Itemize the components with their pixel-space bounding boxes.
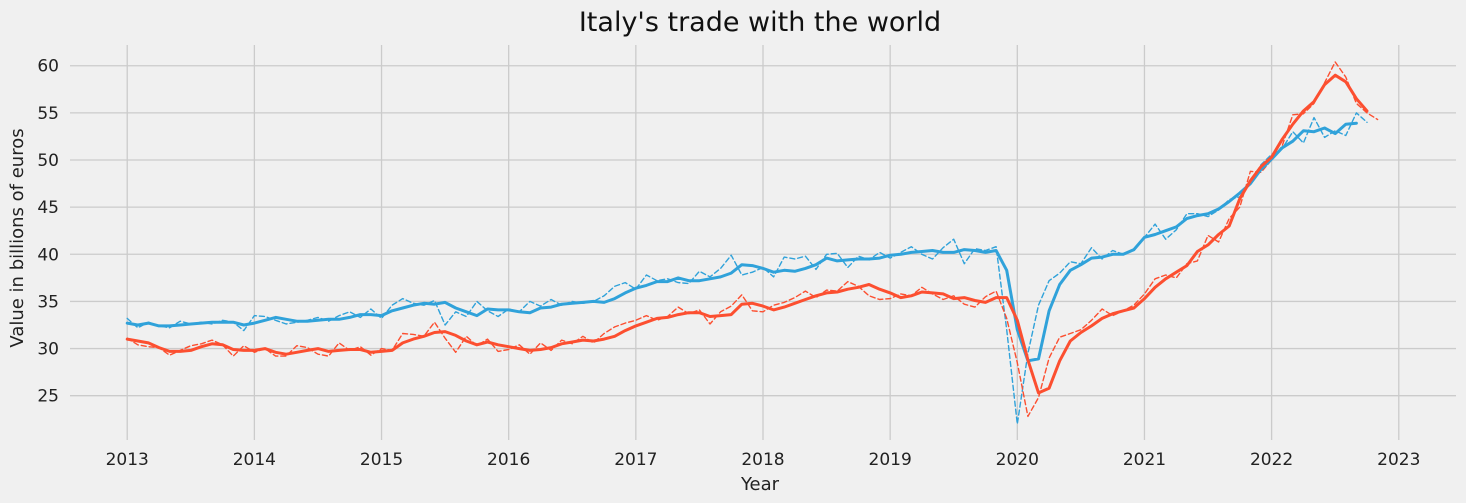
y-tick-label: 25	[37, 387, 59, 407]
solid-series-line-2	[125, 121, 1358, 363]
x-tick-label: 2020	[996, 450, 1039, 470]
y-tick-label: 30	[37, 340, 59, 360]
x-tick-label: 2014	[233, 450, 276, 470]
y-tick-label: 60	[37, 57, 59, 77]
grid-lines	[70, 45, 1456, 440]
x-tick-label: 2016	[487, 450, 530, 470]
chart-title: Italy's trade with the world	[579, 7, 941, 38]
x-tick-label: 2017	[614, 450, 657, 470]
x-tick-label: 2021	[1123, 450, 1166, 470]
x-tick-label: 2019	[869, 450, 912, 470]
solid-series-line-3	[125, 73, 1369, 395]
x-tick-label: 2023	[1377, 450, 1420, 470]
y-tick-label: 40	[37, 245, 59, 265]
y-tick-label: 35	[37, 292, 59, 312]
x-tick-label: 2018	[741, 450, 784, 470]
y-tick-label: 50	[37, 151, 59, 171]
x-axis-label: Year	[740, 474, 780, 495]
series-lines	[125, 61, 1379, 425]
y-tick-label: 55	[37, 104, 59, 124]
x-tick-label: 2013	[106, 450, 149, 470]
y-tick-label: 45	[37, 198, 59, 218]
x-tick-label: 2015	[360, 450, 403, 470]
x-tick-label: 2022	[1250, 450, 1293, 470]
x-tick-labels: 2013 2014 2015 2016 2017 2018 2019 2020 2021 2022…	[106, 450, 1421, 470]
y-axis-label: Value in billions of euros	[7, 128, 28, 347]
y-tick-labels: 25 30 35 40 45 50 55 60	[37, 57, 59, 407]
